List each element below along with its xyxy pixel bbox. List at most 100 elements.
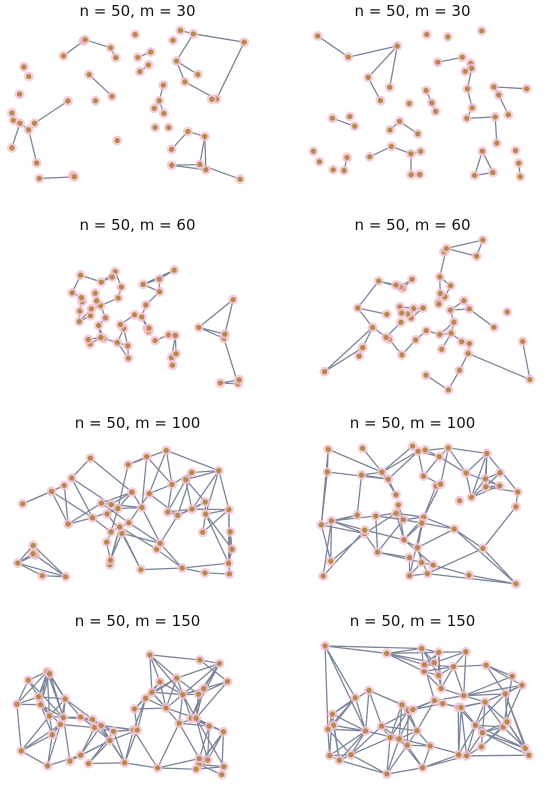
graph-edge — [317, 35, 349, 58]
graph-node — [480, 237, 486, 243]
graph-node — [171, 267, 177, 273]
graph-node — [504, 309, 510, 315]
graph-node — [329, 711, 335, 717]
graph-node — [103, 539, 110, 545]
graph-edge — [417, 528, 455, 549]
graph-node — [87, 455, 93, 461]
graph-node — [47, 671, 53, 677]
graph-node — [406, 554, 413, 561]
graph-edge — [112, 731, 126, 764]
panel-title: n = 50, m = 100 — [349, 414, 476, 432]
graph-node — [396, 118, 403, 124]
graph-node — [497, 470, 503, 476]
graph-node — [491, 324, 497, 330]
graph-node — [126, 520, 132, 526]
graph-node — [135, 54, 141, 61]
graph-edge — [46, 671, 64, 718]
graph-edge — [148, 450, 167, 494]
graph-node — [462, 68, 468, 75]
panel-title: n = 50, m = 60 — [354, 216, 471, 234]
graph-node — [465, 350, 471, 357]
graph-edge — [453, 664, 487, 668]
graph-node — [148, 49, 154, 55]
graph-node — [399, 310, 405, 316]
graph-edge — [88, 762, 125, 765]
graph-edge — [47, 754, 81, 767]
panel-title: n = 50, m = 30 — [354, 2, 471, 20]
graph-node — [482, 476, 488, 482]
graph-node — [152, 124, 158, 131]
graph-node — [436, 649, 442, 655]
graph-node — [458, 704, 464, 711]
graph-node — [483, 484, 489, 490]
graph-node — [18, 748, 24, 754]
graph-edge — [330, 533, 365, 562]
graph-node — [109, 274, 115, 280]
graph-edge — [446, 247, 477, 257]
graph-node — [420, 473, 427, 479]
graph-node — [44, 763, 51, 769]
graph-edge — [484, 701, 504, 728]
graph-edge — [193, 33, 245, 43]
graph-edge — [324, 645, 367, 732]
graph-node — [185, 128, 191, 135]
graph-edge — [327, 448, 383, 473]
graph-node — [38, 702, 44, 708]
graph-edge — [386, 652, 425, 666]
graph-edge — [389, 704, 403, 738]
graph-edge — [331, 515, 376, 522]
graph-edge — [17, 562, 66, 578]
graph-node — [310, 148, 316, 154]
graph-edge — [223, 338, 239, 384]
graph-edge — [468, 308, 495, 328]
graph-node — [365, 74, 371, 80]
graph-node — [200, 529, 206, 535]
graph-node — [132, 32, 138, 38]
graph-node — [516, 160, 522, 166]
graph-node — [450, 664, 457, 670]
graph-node — [459, 339, 465, 345]
graph-edge — [101, 724, 134, 731]
graph-node — [9, 110, 15, 116]
graph-node — [341, 167, 347, 174]
graph-node — [62, 696, 68, 702]
graph-edge — [191, 470, 220, 510]
graph-node — [393, 492, 399, 498]
graph-node — [177, 27, 184, 34]
graph-node — [395, 502, 401, 508]
graph-node — [448, 330, 454, 336]
graph-node — [113, 55, 119, 61]
graph-edge — [149, 654, 178, 679]
graph-node — [169, 481, 175, 488]
graph-node — [326, 753, 333, 759]
graph-panel — [308, 25, 532, 182]
graph-node — [98, 279, 104, 285]
graph-edge — [46, 734, 53, 766]
graph-edge — [467, 352, 531, 381]
graph-edge — [330, 520, 333, 562]
graph-node — [152, 337, 158, 344]
graph-edge — [159, 543, 183, 569]
graph-edge — [338, 730, 367, 761]
graph-edge — [416, 700, 435, 732]
graph-edge — [350, 725, 383, 756]
graph-edge — [386, 767, 423, 775]
graph-node — [451, 526, 457, 532]
graph-edge — [339, 759, 387, 775]
graph-edge — [176, 662, 220, 679]
graph-node — [195, 691, 202, 697]
graph-node — [114, 340, 120, 346]
graph-node — [87, 313, 94, 319]
graph-node — [325, 446, 331, 452]
graph-node — [415, 131, 421, 137]
graph-panel — [67, 265, 245, 389]
graph-node — [387, 84, 393, 90]
graph-node — [464, 86, 470, 92]
graph-node — [98, 500, 104, 506]
graph-panel — [12, 445, 238, 582]
graph-edge — [179, 722, 210, 727]
graph-node — [376, 278, 382, 284]
graph-edge — [198, 299, 234, 328]
graph-node — [374, 549, 381, 555]
